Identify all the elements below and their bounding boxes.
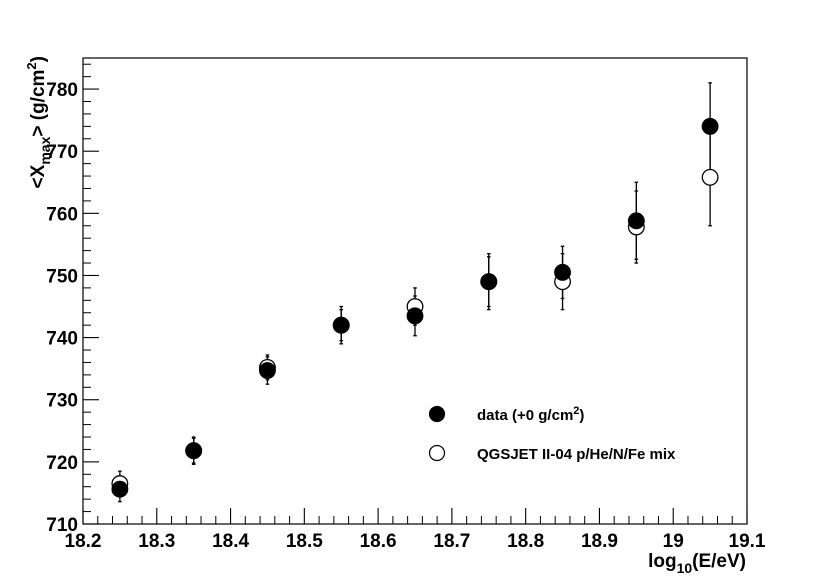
x-tick-label: 18.9 (581, 531, 618, 552)
x-axis-title: log10(E/eV) (648, 551, 746, 576)
y-axis-title: <Xmax> (g/cm2) (24, 56, 53, 188)
x-tick-label: 18.8 (507, 531, 544, 552)
x-tick-label: 18.5 (286, 531, 323, 552)
y-tick-label: 740 (46, 329, 78, 350)
x-tick-label: 18.3 (138, 531, 175, 552)
y-axis-title-subscript: max (37, 136, 53, 164)
y-axis-title-part: <X (28, 164, 49, 188)
x-tick-label: 19 (663, 531, 684, 552)
y-axis-title-superscript: 2 (24, 62, 39, 69)
data-point-filled (554, 263, 572, 281)
data-point-filled (332, 316, 350, 334)
legend-label-part: data (+0 g/cm (477, 407, 573, 424)
axis-ticks (82, 63, 748, 525)
x-tick-label: 18.6 (360, 531, 397, 552)
y-axis-title-part: > (g/cm (28, 70, 49, 137)
y-axis-title-part: ) (28, 56, 49, 62)
legend-label-model: QGSJET II-04 p/He/N/Fe mix (477, 446, 676, 463)
x-tick-label: 18.4 (212, 531, 249, 552)
y-tick-label: 770 (46, 142, 78, 163)
y-tick-label: 720 (46, 453, 78, 474)
x-axis-title-part: log (648, 551, 677, 572)
y-tick-label: 730 (46, 391, 78, 412)
legend-marker-open (428, 444, 446, 462)
y-tick-label: 710 (46, 515, 78, 536)
x-tick-label: 18.2 (65, 531, 102, 552)
data-point-filled (701, 117, 719, 135)
x-axis-title-subscript: 10 (677, 560, 693, 576)
data-points (111, 117, 719, 498)
legend-label-data: data (+0 g/cm2) (477, 405, 584, 424)
x-axis-title-part: (E/eV) (692, 551, 746, 572)
data-point-filled (111, 480, 129, 498)
data-point-filled (406, 307, 424, 325)
y-tick-label: 760 (46, 204, 78, 225)
data-point-filled (185, 442, 203, 460)
y-tick-label: 750 (46, 266, 78, 287)
data-point-open (701, 168, 719, 186)
legend-label-superscript: 2 (573, 405, 579, 417)
plot-frame (82, 57, 748, 525)
data-point-filled (258, 362, 276, 379)
y-tick-label: 780 (46, 80, 78, 101)
data-point-filled (627, 212, 645, 230)
x-tick-label: 19.1 (729, 531, 766, 552)
tick-labels: 18.2 18.3 18.4 18.5 18.6 18.7 18.8 18.9 19 19.1 71… (46, 80, 766, 552)
legend-label-part: ) (579, 407, 584, 424)
data-point-filled (480, 273, 498, 291)
legend-marker-filled (428, 405, 446, 423)
legend: data (+0 g/cm2) QGSJET II-04 p/He/N/Fe m… (428, 405, 676, 463)
x-tick-label: 18.7 (433, 531, 470, 552)
